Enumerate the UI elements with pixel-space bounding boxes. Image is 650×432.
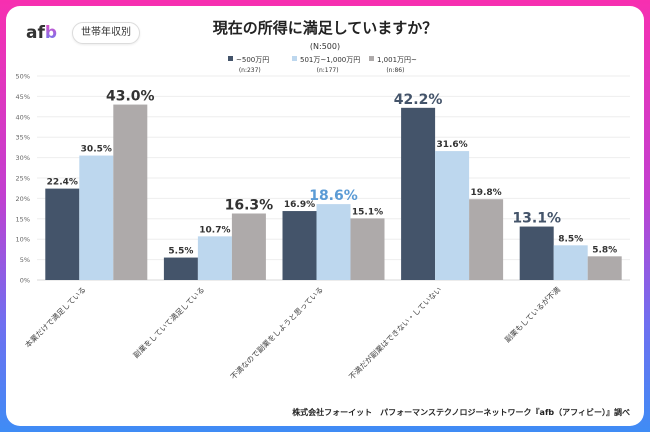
y-tick-label: 50%: [16, 73, 30, 81]
data-label: 5.5%: [168, 247, 193, 257]
bar: [350, 218, 385, 280]
chart-title: 現在の所得に満足していますか？: [213, 19, 438, 37]
bar: [282, 211, 317, 280]
y-tick-label: 5%: [20, 256, 30, 264]
y-tick-label: 40%: [16, 113, 30, 121]
bar: [113, 104, 148, 280]
legend-count: (n:86): [386, 67, 404, 74]
bar: [163, 257, 198, 280]
bar: [231, 213, 266, 280]
data-label: 22.4%: [47, 178, 78, 188]
segment-badge: 世帯年収別: [72, 22, 140, 44]
bar: [553, 245, 588, 280]
y-tick-label: 15%: [16, 215, 30, 223]
data-label: 19.8%: [470, 188, 501, 198]
legend-count: (n:237): [239, 67, 261, 74]
logo-accent: b: [44, 23, 58, 43]
data-label: 13.1%: [512, 211, 561, 227]
legend-label: ~500万円: [236, 56, 269, 64]
bar: [316, 204, 351, 280]
bar: [469, 199, 504, 280]
bar: [435, 151, 470, 280]
legend-swatch: [228, 56, 233, 61]
bar: [401, 107, 436, 280]
legend-swatch: [292, 56, 297, 61]
y-tick-label: 45%: [16, 93, 30, 101]
data-label: 10.7%: [199, 225, 230, 235]
y-tick-label: 25%: [16, 175, 30, 183]
y-tick-label: 30%: [16, 154, 30, 162]
y-tick-label: 0%: [20, 277, 30, 285]
y-tick-label: 20%: [16, 195, 30, 203]
legend-label: 501万~1,000万円: [300, 56, 360, 64]
logo-text: af: [26, 23, 45, 43]
bar: [197, 236, 232, 280]
x-category-label: 不満だが副業はできない・していない: [346, 284, 443, 381]
data-label: 18.6%: [309, 188, 358, 204]
x-category-label: 副業をしていて満足している: [131, 284, 207, 360]
data-label: 16.9%: [284, 200, 315, 210]
data-label: 8.5%: [558, 234, 583, 244]
afb-logo: afb: [26, 23, 57, 43]
x-category-label: 本業だけで満足している: [22, 284, 87, 349]
data-label: 30.5%: [81, 145, 112, 155]
x-category-label: 副業もしているが不満: [502, 284, 562, 344]
source-note: 株式会社フォーイット パフォーマンステクノロジーネットワーク『afb（アフィビー…: [292, 408, 630, 417]
legend-count: (n:177): [317, 67, 339, 74]
bar: [79, 155, 114, 280]
data-label: 42.2%: [394, 92, 443, 108]
y-tick-label: 10%: [16, 236, 30, 244]
data-label: 5.8%: [592, 245, 617, 255]
x-category-label: 不満なので副業をしようと思っている: [228, 284, 325, 381]
bar: [587, 256, 622, 280]
y-tick-label: 35%: [16, 134, 30, 142]
legend-label: 1,001万円~: [377, 56, 417, 64]
data-label: 16.3%: [225, 197, 274, 213]
data-label: 43.0%: [106, 89, 155, 105]
bar: [519, 226, 554, 280]
legend-swatch: [369, 56, 374, 61]
bar: [45, 188, 80, 280]
data-label: 15.1%: [352, 207, 383, 217]
chart-subtitle: (N:500): [310, 42, 340, 51]
data-label: 31.6%: [436, 140, 467, 150]
